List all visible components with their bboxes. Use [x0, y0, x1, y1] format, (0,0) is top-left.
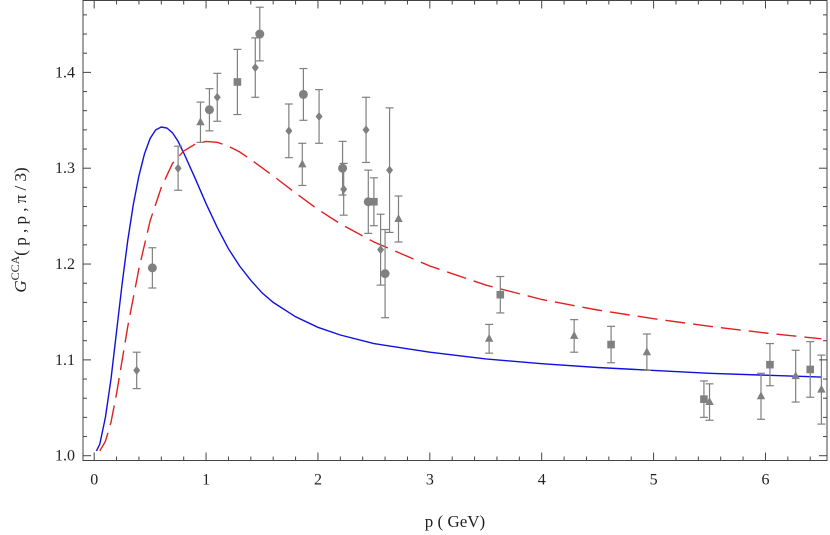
triangle-marker: [484, 333, 494, 342]
y-tick-label: 1.4: [55, 64, 75, 81]
x-tick-label: 6: [761, 472, 769, 489]
circle-marker: [204, 105, 214, 115]
diamond-marker: [315, 111, 323, 121]
square-data-point: [369, 177, 378, 227]
triangle-marker: [756, 391, 766, 400]
square-marker: [766, 360, 774, 369]
circle-data-point: [338, 140, 348, 196]
triangle-data-point: [817, 354, 826, 425]
triangle-marker: [394, 214, 403, 222]
circle-marker: [255, 29, 265, 39]
x-tick-label: 3: [426, 472, 434, 489]
diamond-data-point: [251, 37, 260, 98]
triangle-data-point: [484, 323, 494, 354]
square-marker: [496, 290, 505, 299]
circle-data-point: [380, 228, 390, 319]
triangle-data-point: [705, 383, 714, 421]
square-marker: [806, 365, 815, 374]
y-axis: 1.0 1.1 1.2 1.3 1.4: [55, 14, 827, 465]
plot-frame: [82, 0, 828, 461]
diamond-data-point: [284, 103, 293, 159]
circle-marker: [298, 89, 308, 99]
diamond-data-point: [376, 213, 385, 286]
triangle-data-point: [196, 101, 205, 143]
y-tick-label: 1.3: [55, 160, 75, 177]
x-axis-label: p ( GeV): [425, 512, 485, 531]
diamond-data-point: [132, 351, 141, 390]
diamond-marker: [174, 163, 182, 173]
diamond-marker: [285, 126, 293, 136]
diamond-data-point: [362, 96, 371, 164]
triangle-marker: [569, 330, 579, 339]
square-data-point: [496, 275, 505, 314]
circle-marker: [380, 269, 390, 279]
triangle-marker: [817, 384, 826, 393]
x-tick-label: 5: [650, 472, 658, 489]
triangle-marker: [642, 347, 652, 356]
diamond-data-point: [213, 72, 222, 122]
diamond-data-point: [385, 107, 394, 234]
diamond-data-point: [315, 89, 324, 144]
circle-marker: [338, 163, 348, 173]
dashed-curve: [99, 140, 822, 452]
triangle-marker: [196, 117, 205, 126]
y-axis-label: GCCA( p , p , π / 3): [8, 167, 30, 292]
square-data-point: [607, 325, 616, 364]
triangle-data-point: [642, 333, 652, 372]
y-axis-label-superscript: CCA: [8, 255, 22, 280]
square-marker: [607, 340, 615, 349]
x-tick-label: 1: [202, 472, 210, 489]
square-data-point: [806, 341, 815, 398]
triangle-marker: [705, 397, 714, 406]
diamond-marker: [133, 365, 141, 375]
diamond-marker: [213, 92, 221, 102]
circle-data-point: [204, 88, 214, 132]
y-tick-label: 1.1: [55, 352, 75, 369]
circle-marker: [147, 263, 157, 273]
y-axis-label-prefix: G: [11, 280, 30, 292]
x-tick-label: 0: [90, 472, 98, 489]
x-tick-label: 2: [314, 472, 322, 489]
diamond-data-point: [339, 162, 348, 216]
triangle-data-point: [756, 372, 766, 420]
y-tick-label: 1.2: [55, 256, 75, 273]
x-axis: 0 1 2 3 4 5 6: [90, 0, 811, 489]
solid-curve: [95, 126, 822, 452]
triangle-data-point: [298, 142, 307, 187]
triangle-data-point: [569, 319, 579, 353]
circle-data-point: [255, 6, 265, 62]
points-layer: [132, 6, 826, 425]
square-data-point: [233, 48, 242, 116]
diamond-marker: [377, 245, 385, 255]
diamond-marker: [340, 184, 348, 194]
diamond-marker: [362, 125, 370, 135]
y-axis-label-args: ( p , p , π / 3): [11, 167, 30, 255]
circle-data-point: [298, 67, 308, 121]
square-data-point: [699, 380, 708, 418]
y-tick-label: 1.0: [55, 448, 75, 465]
triangle-marker: [791, 371, 800, 380]
square-marker: [370, 197, 378, 206]
square-data-point: [765, 342, 774, 387]
triangle-data-point: [791, 349, 800, 403]
x-tick-label: 4: [538, 472, 546, 489]
curves-layer: [95, 126, 822, 452]
circle-data-point: [147, 247, 157, 289]
triangle-data-point: [394, 195, 403, 243]
diamond-marker: [386, 165, 394, 175]
square-marker: [700, 395, 708, 403]
triangle-marker: [298, 159, 307, 168]
square-marker: [233, 78, 242, 86]
diamond-marker: [251, 63, 259, 73]
diamond-data-point: [174, 145, 183, 191]
